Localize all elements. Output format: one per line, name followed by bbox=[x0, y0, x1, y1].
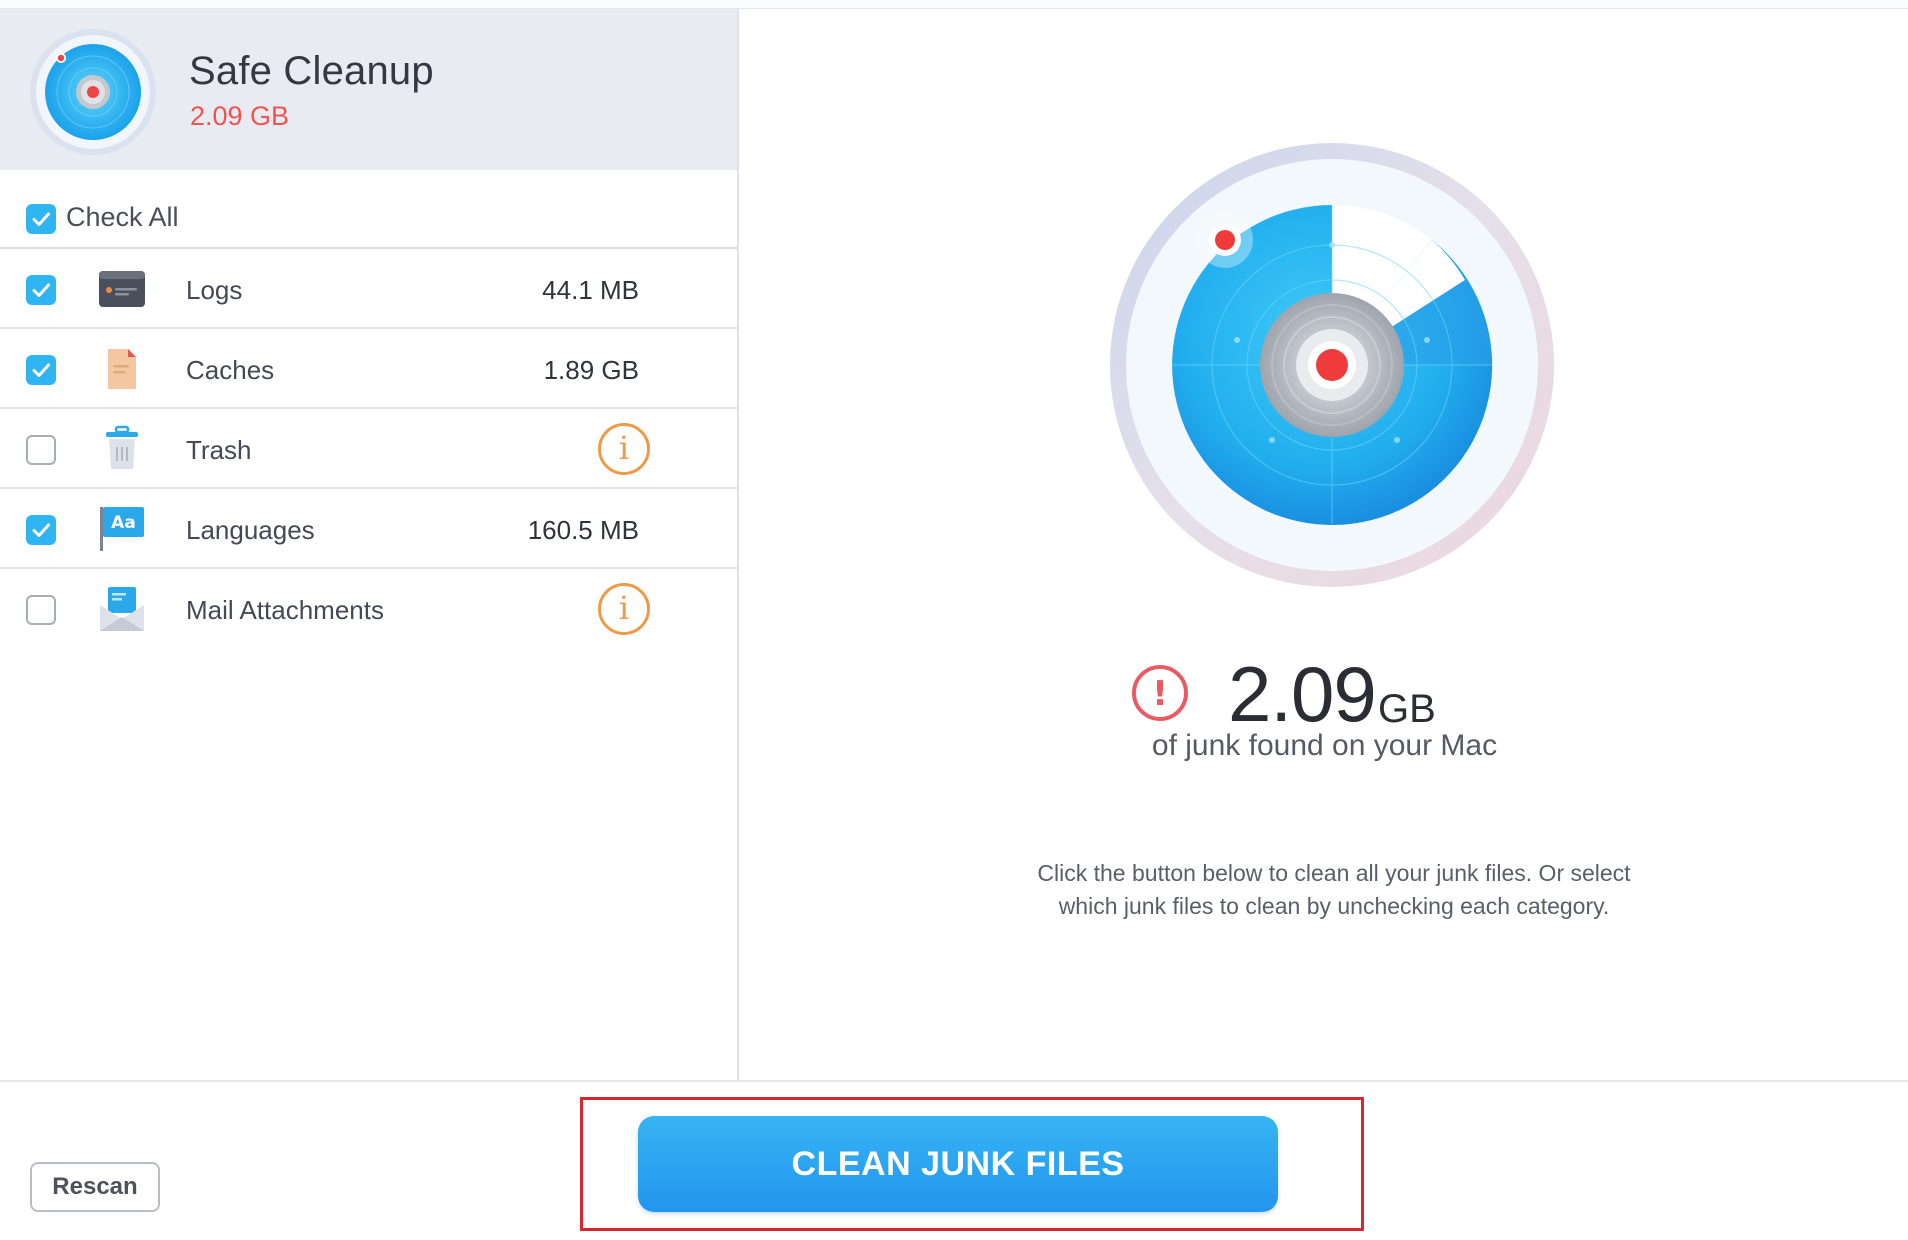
item-size: 1.89 GB bbox=[543, 355, 639, 385]
scan-result-panel: ! 2.09 GB of junk found on your Mac Clic… bbox=[741, 9, 1908, 1080]
page-title: Safe Cleanup bbox=[189, 49, 434, 93]
trash-icon bbox=[106, 425, 138, 469]
languages-icon: Aa bbox=[100, 507, 144, 551]
clean-junk-files-button[interactable]: CLEAN JUNK FILES bbox=[638, 1116, 1278, 1212]
item-label: Mail Attachments bbox=[186, 595, 384, 625]
trash-info-button[interactable]: i bbox=[598, 423, 650, 475]
item-size: 44.1 MB bbox=[542, 275, 639, 305]
safe-cleanup-icon bbox=[30, 29, 156, 155]
check-all-label: Check All bbox=[66, 202, 179, 232]
item-label: Languages bbox=[186, 515, 315, 545]
summary-header: Safe Cleanup 2.09 GB bbox=[0, 9, 737, 170]
total-junk-size: 2.09 GB bbox=[190, 101, 290, 131]
title-strip bbox=[0, 0, 1908, 9]
caches-checkbox[interactable] bbox=[26, 355, 56, 385]
bottom-toolbar: Rescan CLEAN JUNK FILES bbox=[0, 1080, 1908, 1240]
item-label: Logs bbox=[186, 275, 243, 305]
junk-size-unit: GB bbox=[1378, 687, 1436, 731]
logs-icon bbox=[99, 271, 145, 307]
junk-size-value: 2.09 bbox=[1228, 650, 1377, 738]
item-size: 160.5 MB bbox=[527, 515, 639, 545]
item-label: Caches bbox=[186, 355, 275, 385]
junk-result: ! 2.09 GB of junk found on your Mac bbox=[741, 649, 1908, 779]
mail-attachments-icon bbox=[100, 587, 144, 631]
caches-icon bbox=[108, 349, 136, 389]
list-item-trash[interactable]: Trash i bbox=[0, 409, 737, 489]
warning-icon: ! bbox=[1132, 665, 1188, 721]
logs-checkbox[interactable] bbox=[26, 275, 56, 305]
trash-checkbox[interactable] bbox=[26, 435, 56, 465]
mail-attachments-checkbox[interactable] bbox=[26, 595, 56, 625]
rescan-button[interactable]: Rescan bbox=[30, 1162, 160, 1212]
list-item-caches[interactable]: Caches 1.89 GB bbox=[0, 329, 737, 409]
mail-attachments-info-button[interactable]: i bbox=[598, 583, 650, 635]
list-item-logs[interactable]: Logs 44.1 MB bbox=[0, 249, 737, 329]
languages-icon-text: Aa bbox=[111, 513, 136, 533]
highlight-annotation bbox=[580, 1097, 1364, 1231]
junk-caption: of junk found on your Mac bbox=[1151, 729, 1498, 762]
warning-glyph: ! bbox=[1152, 674, 1168, 714]
check-all-row[interactable]: Check All bbox=[0, 170, 737, 249]
instructions-text: Click the button below to clean all your… bbox=[1037, 860, 1631, 919]
list-item-languages[interactable]: Aa Languages 160.5 MB bbox=[0, 489, 737, 569]
list-item-mail-attachments[interactable]: Mail Attachments i bbox=[0, 569, 737, 649]
check-all-checkbox[interactable] bbox=[26, 204, 56, 234]
category-panel: Safe Cleanup 2.09 GB Check All Logs 44.1… bbox=[0, 9, 739, 1080]
item-label: Trash bbox=[186, 435, 252, 465]
radar-scan-icon bbox=[1110, 143, 1554, 587]
languages-checkbox[interactable] bbox=[26, 515, 56, 545]
